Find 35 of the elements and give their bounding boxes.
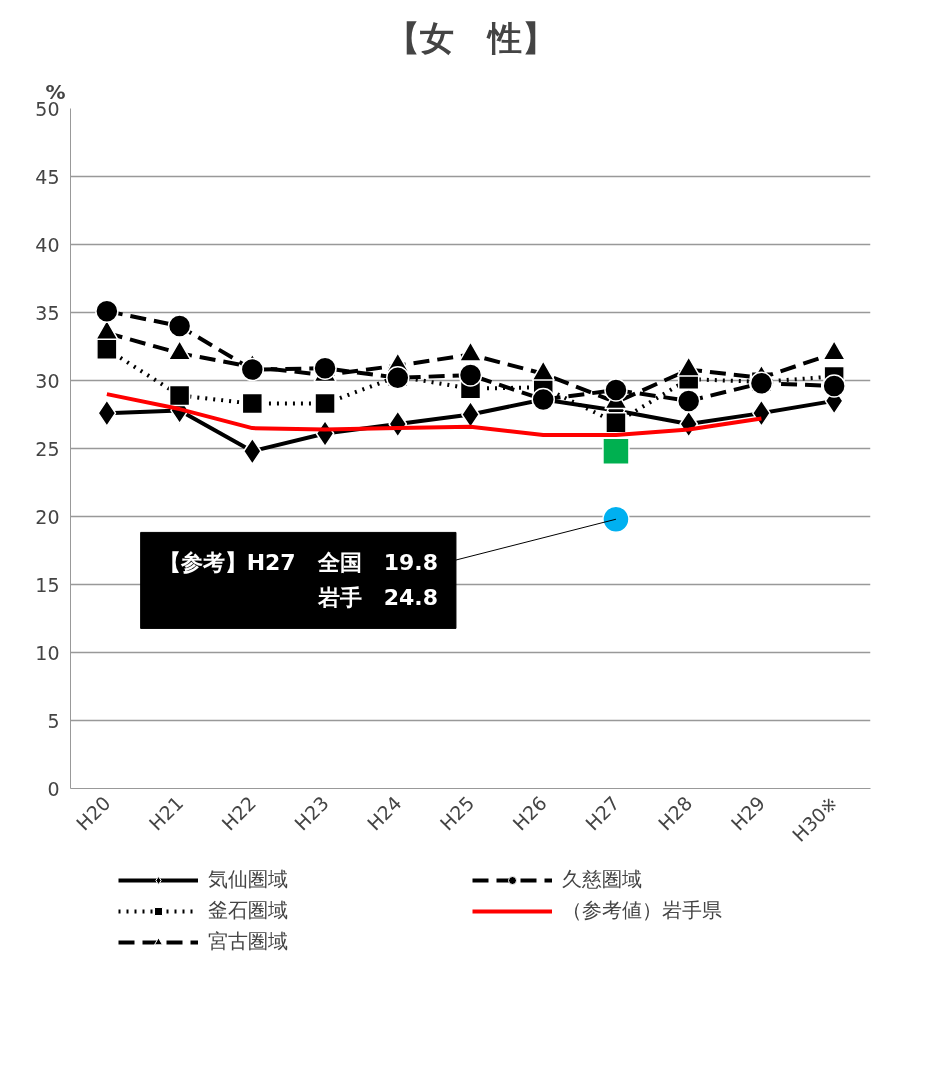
y-tick-label: 45 xyxy=(35,165,60,188)
y-tick-label: 0 xyxy=(47,777,60,800)
y-tick-label: 35 xyxy=(35,301,60,324)
y-tick-label: 40 xyxy=(35,233,60,256)
legend-label: 久慈圏域 xyxy=(562,866,643,893)
point xyxy=(605,411,627,434)
point xyxy=(242,437,262,465)
chart-title: 【女 性】 xyxy=(385,17,556,58)
point xyxy=(97,399,117,427)
annotation: 【参考】H27 全国 19.8 岩手 24.8 xyxy=(158,550,438,611)
y-tick-label: 10 xyxy=(35,641,60,664)
point xyxy=(95,299,119,323)
point xyxy=(96,338,118,360)
point xyxy=(168,384,191,407)
y-tick-label: 25 xyxy=(35,437,60,460)
legend-label: （参考値）岩手県 xyxy=(562,897,723,924)
point xyxy=(458,363,483,387)
y-tick-label: 30 xyxy=(35,369,60,392)
point xyxy=(313,356,337,380)
point xyxy=(167,314,192,338)
y-tick-label: 20 xyxy=(35,505,60,528)
point xyxy=(676,389,701,413)
point xyxy=(604,378,628,402)
legend-label: 釜石圏域 xyxy=(208,897,289,924)
y-tick-label: 5 xyxy=(47,709,60,732)
point xyxy=(602,437,630,465)
point xyxy=(241,392,264,415)
legend-label: 宮古圏域 xyxy=(208,928,289,955)
point xyxy=(602,505,630,533)
point xyxy=(822,374,846,398)
point xyxy=(751,399,771,427)
y-tick-label: 15 xyxy=(35,573,60,596)
point xyxy=(314,392,336,415)
point xyxy=(240,357,265,382)
legend-label: 気仙圏域 xyxy=(208,866,289,893)
